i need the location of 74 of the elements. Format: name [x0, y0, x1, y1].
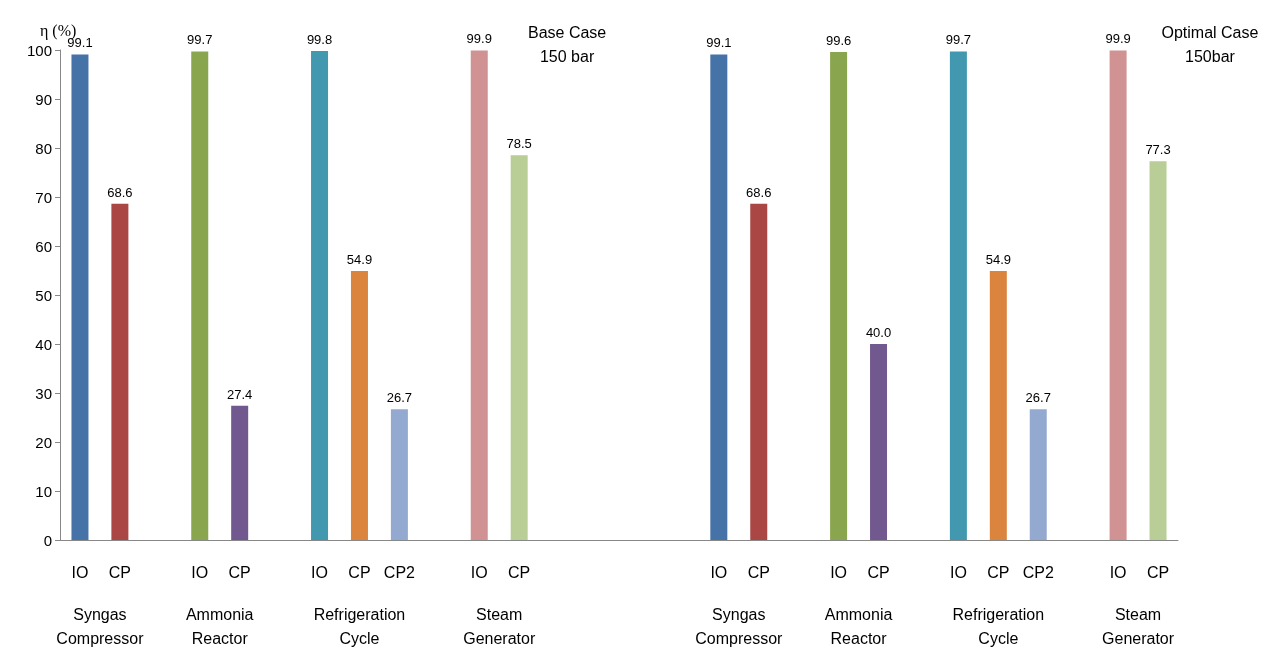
y-tick-label: 40: [35, 335, 52, 353]
text: Refrigeration Cycle: [313, 605, 406, 647]
data-label: 26.7: [1025, 390, 1051, 406]
bar: [390, 409, 408, 540]
x-tick-label: IO: [710, 563, 728, 581]
data-label: 77.3: [1145, 142, 1171, 158]
data-label: 99.9: [1105, 31, 1131, 47]
y-tick-label: 80: [35, 139, 52, 157]
x-tick-label: IO: [71, 563, 89, 581]
data-label: 54.9: [985, 251, 1011, 267]
y-tick-label: 10: [35, 482, 52, 500]
bar: [191, 51, 209, 540]
text: Steam Generator: [1102, 605, 1175, 647]
text: Refrigeration Cycle: [952, 605, 1045, 647]
y-tick-label: 70: [35, 188, 52, 206]
y-tick-label: 30: [35, 384, 52, 402]
x-tick-label: IO: [191, 563, 209, 581]
data-label: 78.5: [506, 136, 532, 152]
y-tick-label: 50: [35, 286, 52, 304]
annotation: Optimal Case 150bar: [1161, 23, 1259, 65]
data-label: 54.9: [346, 251, 373, 267]
bar: [111, 203, 129, 540]
bar: [989, 270, 1007, 540]
x-tick-label: IO: [830, 563, 848, 581]
data-label: 99.9: [466, 31, 492, 47]
x-tick-label: CP: [747, 563, 770, 581]
bar: [470, 50, 488, 540]
y-tick-label: 20: [35, 433, 52, 451]
data-label: 27.4: [227, 386, 253, 402]
x-tick-label: CP: [867, 563, 890, 581]
x-tick-label: IO: [949, 563, 967, 581]
x-tick-label: CP2: [1022, 563, 1054, 581]
bar: [1109, 50, 1127, 540]
annotation: Base Case 150 bar: [527, 23, 607, 65]
data-label: 26.7: [386, 390, 413, 406]
x-tick-label: CP: [228, 563, 251, 581]
bar: [1029, 409, 1047, 540]
data-label: 99.8: [306, 31, 333, 47]
y-tick-label: 0: [43, 531, 52, 549]
bar: [949, 51, 967, 540]
x-tick-label: CP: [348, 563, 371, 581]
data-label: 99.1: [706, 35, 732, 51]
text: Ammonia Reactor: [824, 605, 893, 647]
bar: [350, 270, 368, 540]
x-tick-label: CP: [987, 563, 1010, 581]
data-label: 99.6: [825, 32, 852, 48]
x-tick-label: CP: [108, 563, 132, 581]
x-tick-label: IO: [1109, 563, 1127, 581]
x-tick-label: IO: [470, 563, 488, 581]
data-label: 99.7: [945, 32, 972, 48]
bar: [830, 51, 848, 540]
bar: [231, 405, 249, 540]
x-tick-label: CP2: [383, 563, 416, 581]
x-tick-label: CP: [508, 563, 531, 581]
bar: [710, 54, 728, 540]
data-label: 68.6: [107, 184, 133, 200]
bar: [750, 203, 768, 540]
bar: [870, 344, 888, 540]
x-tick-label: CP: [1146, 563, 1170, 581]
data-label: 99.7: [187, 32, 213, 48]
y-tick-label: 90: [35, 90, 52, 108]
data-label: 68.6: [746, 184, 772, 200]
text: Syngas Compressor: [56, 605, 145, 647]
text: Syngas Compressor: [695, 605, 784, 647]
bar: [1149, 161, 1167, 540]
bar: [510, 155, 528, 540]
bar: [71, 54, 89, 540]
y-tick-label: 100: [26, 41, 52, 59]
text: Steam Generator: [463, 605, 536, 647]
x-tick-label: IO: [311, 563, 328, 581]
text: Ammonia Reactor: [185, 605, 254, 647]
data-label: 40.0: [865, 325, 892, 340]
y-tick-label: 60: [35, 237, 52, 255]
bar: [311, 50, 329, 540]
